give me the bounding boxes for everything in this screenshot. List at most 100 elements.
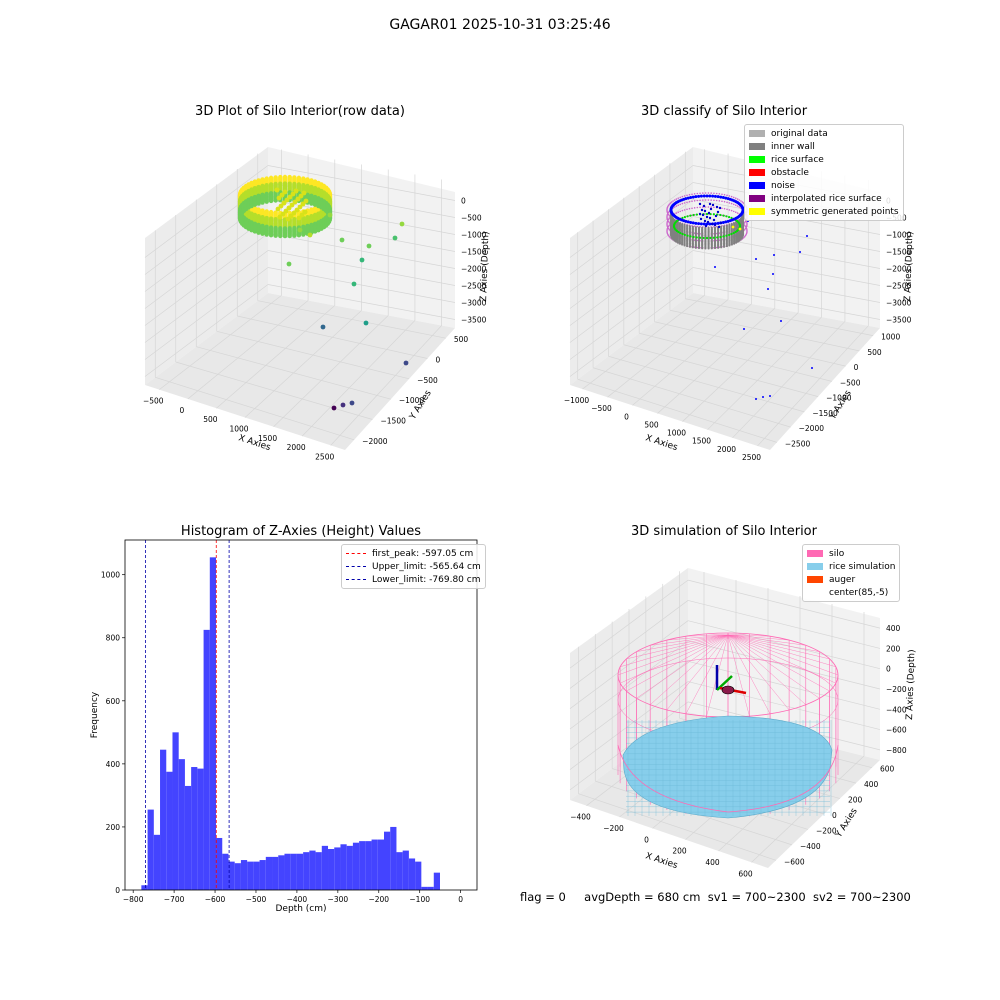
p1-x-tick: 500 — [203, 415, 218, 424]
rice-point — [732, 231, 735, 235]
x-tick-label: −500 — [246, 895, 267, 904]
histogram-bar — [228, 861, 235, 890]
interp-point — [675, 212, 678, 214]
legend-item: original data — [749, 127, 899, 140]
raw-point — [260, 200, 265, 205]
silo-roof-wire — [620, 634, 729, 667]
raw-point — [264, 199, 269, 204]
legend-line — [346, 566, 366, 567]
plot3-histogram: −800 −700 −600 −500 −400 −300 −200 −100 0 0 200 400… — [90, 539, 478, 914]
p4-z-tick: −800 — [886, 746, 907, 755]
raw-point — [268, 233, 274, 238]
histogram-bar — [402, 850, 409, 890]
histogram-bar — [178, 759, 185, 890]
noise-point — [769, 395, 771, 397]
p4-y-tick: −400 — [800, 842, 821, 851]
histogram-bar — [408, 858, 416, 890]
legend-label: rice surface — [771, 154, 824, 165]
wall-point — [678, 242, 681, 245]
wall-point — [686, 244, 689, 248]
p1-z-tick: −1500 — [461, 248, 487, 257]
raw-point — [256, 230, 261, 235]
legend-label: obstacle — [771, 167, 809, 178]
interp-point — [728, 202, 731, 204]
rice-point — [722, 214, 725, 217]
x-tick-label: −600 — [205, 895, 226, 904]
raw-point — [285, 216, 291, 222]
rice-point — [699, 236, 702, 239]
interp-point — [738, 206, 741, 208]
histogram-bar — [321, 845, 329, 890]
p2-x-tick: 1500 — [692, 437, 711, 446]
wall-point — [713, 246, 717, 250]
interp-point — [681, 195, 684, 198]
interp-point — [736, 205, 739, 207]
histogram-bar — [240, 860, 248, 890]
noise-point — [713, 194, 717, 198]
rice-point — [692, 235, 695, 239]
histogram-bar — [259, 860, 266, 890]
interp-point — [699, 199, 701, 202]
interp-point — [744, 220, 747, 223]
p4-x-tick: −200 — [603, 824, 624, 833]
interp-point — [702, 192, 704, 194]
x-tick-label: −800 — [123, 895, 144, 904]
raw-point — [288, 213, 294, 219]
silo-roof-wire — [727, 634, 750, 717]
interp-point — [704, 199, 707, 201]
p2-x-tick: 500 — [644, 420, 659, 429]
rice-point — [683, 215, 687, 219]
interp-point — [730, 202, 733, 205]
histogram-bar — [141, 885, 148, 890]
noise-point — [716, 210, 720, 214]
interp-point — [734, 211, 737, 213]
noise-point — [773, 254, 775, 256]
interp-point — [704, 206, 707, 208]
p2-y-tick: 500 — [867, 348, 882, 357]
interp-point — [677, 197, 680, 199]
interp-point — [666, 210, 668, 212]
interp-point — [679, 210, 682, 213]
interp-point — [679, 196, 682, 199]
noise-point — [708, 194, 712, 198]
plot2-title: 3D classify of Silo Interior — [640, 104, 808, 119]
legend-label: Upper_limit: -565.64 cm — [372, 561, 481, 572]
rice-point — [702, 236, 705, 240]
noise-point — [716, 195, 720, 199]
interp-point — [734, 197, 737, 199]
raw-point — [293, 188, 299, 194]
interp-point — [691, 200, 693, 203]
rice-point — [695, 236, 698, 239]
p1-y-tick: −1000 — [399, 396, 425, 405]
p2-y-tick: −1500 — [812, 409, 838, 418]
noise-point — [719, 221, 723, 225]
interp-point — [723, 207, 726, 210]
interp-point — [696, 239, 699, 242]
interp-point — [677, 211, 680, 213]
p2-z-tick: −3500 — [886, 316, 912, 325]
histogram-bar — [433, 872, 440, 890]
interp-point — [683, 202, 686, 204]
raw-point — [312, 229, 318, 234]
raw-point — [275, 206, 281, 212]
noise-point — [806, 235, 808, 237]
legend-label: silo — [829, 548, 845, 559]
noise-point — [705, 194, 709, 198]
plot2-legend: original data inner wall rice surface obsta… — [744, 124, 904, 221]
noise-point — [772, 273, 774, 275]
silo-roof-wire — [727, 634, 836, 684]
histogram-bar — [284, 853, 291, 890]
legend-label: interpolated rice surface — [771, 193, 882, 204]
rice-point — [730, 232, 733, 236]
raw-point — [280, 211, 286, 217]
plot4-3d-axes: −400−20002004006006004002000−200−400−600… — [569, 568, 917, 878]
interp-point — [666, 231, 668, 233]
interp-point — [710, 199, 712, 201]
rice-point — [725, 234, 728, 237]
interp-point — [732, 196, 735, 199]
raw-point — [403, 360, 409, 366]
legend-item: rice simulation — [807, 560, 895, 573]
plot4-z-label: Z Axies (Depth) — [905, 649, 917, 720]
interp-point — [721, 207, 723, 210]
histogram-bar — [247, 861, 254, 890]
